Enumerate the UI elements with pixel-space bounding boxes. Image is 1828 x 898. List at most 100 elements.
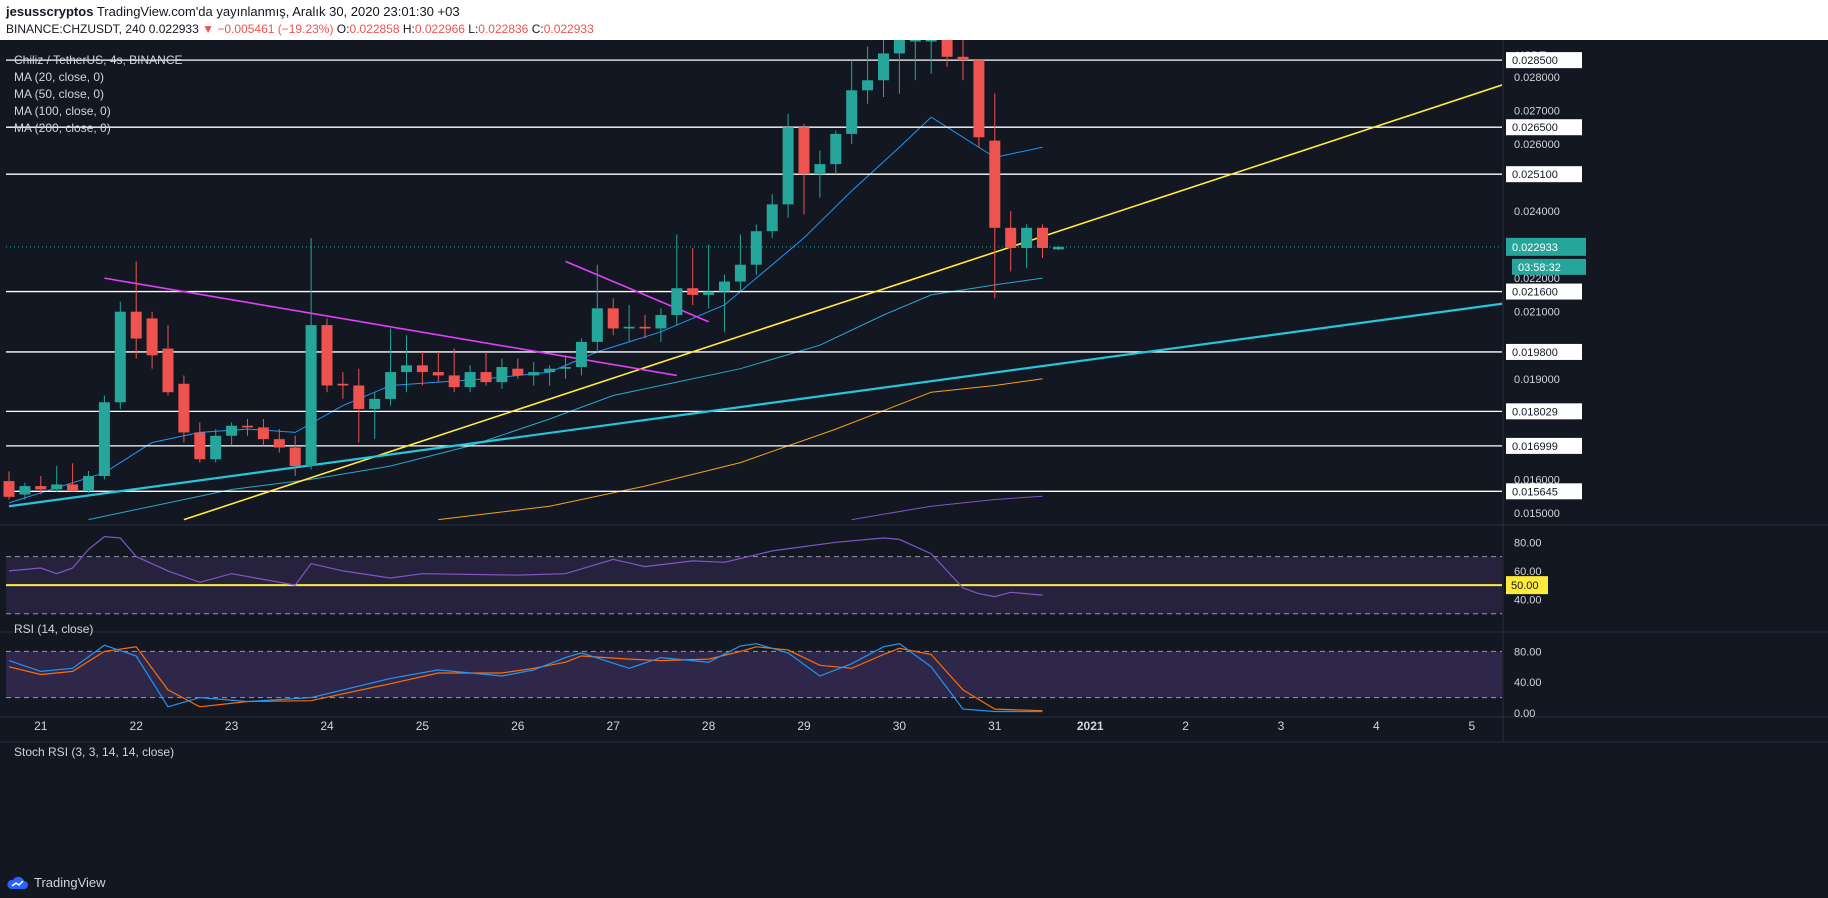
stoch-band [6,651,1502,698]
legend-pair: Chiliz / TetherUS, 4s, BINANCE [14,53,183,67]
candle-body [607,308,619,329]
level-price-label: 0.015645 [1512,486,1558,498]
candle [273,429,285,453]
candle [512,358,524,379]
candle-body [385,372,397,399]
candle [766,194,778,238]
candle-body [130,311,142,339]
candle-body [464,372,476,388]
legend-ma-50[interactable]: MA (50, close, 0) [14,87,104,101]
candle [146,311,158,369]
current-price-badge-bg[interactable] [1506,237,1586,256]
candle [528,362,540,386]
candle [830,130,842,175]
candle [98,395,110,480]
candle-body [67,484,79,492]
candle [671,234,683,326]
candle-body [878,53,889,81]
candle-body [496,367,508,383]
candle-body [98,402,110,477]
candle [464,365,476,393]
candle-body [242,425,253,428]
candle [862,46,874,104]
rsi-marker: 50.00 [1511,580,1539,592]
candle-body [973,60,985,138]
candle [1005,211,1017,272]
level-price-label-bg [1506,483,1582,500]
candle [878,40,889,98]
price-tick: 0.019000 [1514,374,1560,386]
candle [909,40,921,81]
candle [703,244,715,309]
candle [480,351,492,386]
candle [305,237,317,470]
time-tick: 26 [511,719,525,733]
candle [782,113,794,218]
candle-body [35,486,47,490]
legend-ma-200[interactable]: MA (200, close, 0) [14,121,111,135]
candle [67,463,79,492]
candle-body [893,40,905,54]
candle [941,40,953,67]
level-price-label: 0.021600 [1512,287,1558,299]
price-tick: 0.021000 [1514,307,1560,319]
candle [591,264,603,352]
candle-body [591,308,603,342]
trend-lines [8,84,1502,521]
tradingview-logo[interactable]: TradingView [6,875,106,890]
candle-body [1005,227,1017,248]
current-price-badge[interactable]: 0.022933 [1512,242,1558,254]
candle [19,482,31,500]
legend: Chiliz / TetherUS, 4s, BINANCE MA (20, c… [14,53,183,759]
chart-background [0,40,1828,868]
publisher-name[interactable]: jesusscryptos [6,4,94,19]
candle [51,465,63,493]
stoch-rsi-title[interactable]: Stoch RSI (3, 3, 14, 14, close) [14,745,174,759]
rsi-title[interactable]: RSI (14, close) [14,622,93,636]
time-axis[interactable]: 21 22 23 24 25 26 27 28 29 30 31 2021 2 3 4 5 [34,719,1475,733]
price-tick: 0.027000 [1514,105,1560,117]
candle-body [162,348,174,393]
candle-body [353,385,365,409]
legend-ma-100[interactable]: MA (100, close, 0) [14,104,111,118]
rsi-tick: 80.00 [1514,537,1542,549]
candle [560,355,571,379]
candle [846,60,858,144]
time-tick: 23 [225,719,239,733]
candle-body [369,398,381,409]
candles [3,40,1064,500]
publish-info: TradingView.com'da yayınlanmış, Aralık 3… [96,4,460,19]
countdown-badge-bg [1512,258,1586,275]
candle [321,318,333,393]
price-tick: 0.022000 [1514,273,1560,285]
price-chart[interactable]: USDT0.0280000.0270000.0260000.0240000.02… [0,40,1828,868]
legend-ma-20[interactable]: MA (20, close, 0) [14,70,104,84]
candle [607,298,619,336]
candle [369,392,381,440]
candle-body [416,365,428,373]
ma200-line [851,495,1043,521]
candle-body [766,204,778,232]
candle-body [798,127,810,175]
candle [623,304,635,342]
rsi-line [8,535,1043,598]
level-price-label: 0.018029 [1512,406,1558,418]
symbol-label: BINANCE:CHZUSDT, 240 [6,22,146,36]
level-price-label: 0.016999 [1512,441,1558,453]
candle [448,348,460,393]
candle-body [194,432,206,460]
candle [35,476,47,495]
time-tick: 28 [702,719,716,733]
high-label: H: [402,22,415,36]
open-label: O: [336,22,350,36]
high-value: 0.022966 [414,22,465,36]
last-price: 0.022933 [148,22,199,36]
candle [544,365,556,386]
down-arrow-icon: ▼ [202,22,215,36]
candle [83,471,94,493]
time-tick: 24 [320,719,334,733]
price-axis[interactable]: USDT0.0280000.0270000.0260000.0240000.02… [1506,50,1586,720]
level-price-label-bg [1506,343,1582,360]
candle-body [846,90,858,134]
chart-header: jesusscryptos TradingView.com'da yayınla… [0,0,1828,40]
